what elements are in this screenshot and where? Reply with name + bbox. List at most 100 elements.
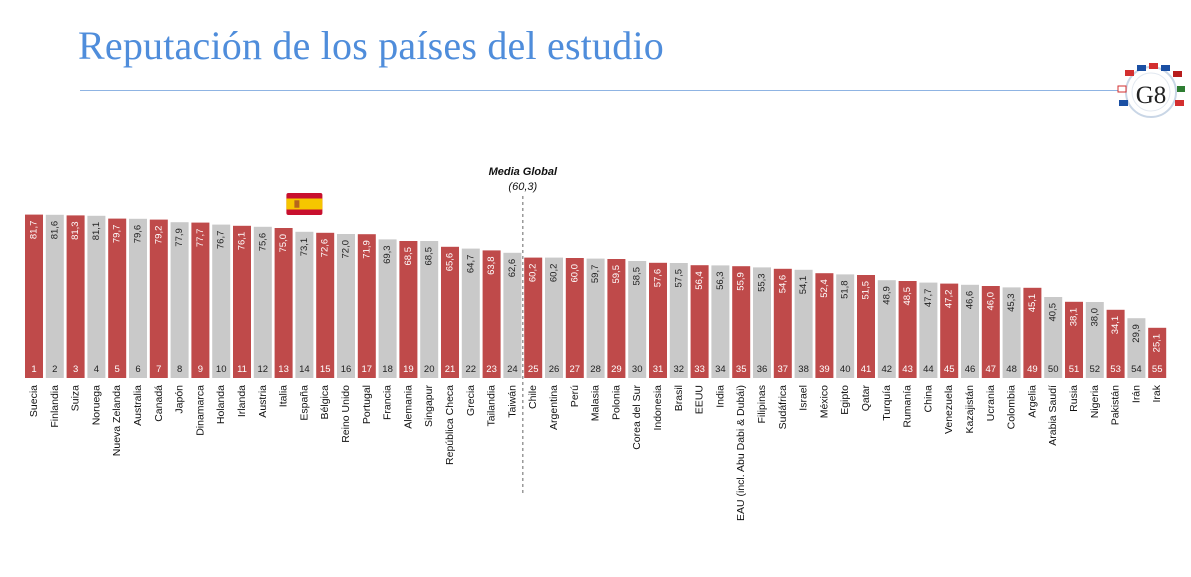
value-label-26: 60,2 [549, 264, 560, 283]
value-label-35: 55,9 [736, 272, 747, 291]
bar-8 [170, 222, 189, 378]
bar-48 [1002, 287, 1021, 378]
bar-47 [981, 286, 1000, 378]
category-label-12: Austria [257, 385, 269, 418]
bar-44 [919, 282, 938, 378]
rank-label-41: 41 [861, 364, 872, 375]
bar-54 [1127, 318, 1146, 378]
rank-label-29: 29 [611, 364, 622, 375]
bar-52 [1085, 302, 1104, 378]
bar-14 [295, 231, 314, 378]
bar-2 [45, 214, 64, 378]
rank-label-31: 31 [653, 364, 664, 375]
bar-43 [898, 281, 917, 378]
rank-label-27: 27 [570, 364, 581, 375]
category-label-55: Irak [1151, 384, 1163, 402]
category-label-36: Filipinas [756, 385, 768, 424]
value-label-32: 57,5 [673, 269, 684, 288]
category-label-22: Grecia [465, 385, 477, 416]
value-label-25: 60,2 [528, 264, 539, 283]
rank-label-46: 46 [965, 364, 976, 375]
category-label-35: EAU (incl. Abu Dabi & Dubái) [735, 385, 747, 521]
bar-17 [357, 234, 376, 378]
value-label-18: 69,3 [382, 245, 393, 264]
rank-label-28: 28 [590, 364, 601, 375]
category-label-38: Israel [798, 385, 810, 411]
category-label-37: Sudáfrica [777, 385, 789, 430]
value-label-52: 38,0 [1089, 308, 1100, 327]
value-label-45: 47,2 [944, 290, 955, 309]
category-label-46: Kazajistán [964, 385, 976, 434]
value-label-28: 59,7 [590, 265, 601, 284]
rank-label-30: 30 [632, 364, 643, 375]
rank-label-23: 23 [486, 364, 497, 375]
global-average-label: Media Global [489, 166, 558, 178]
rank-label-39: 39 [819, 364, 830, 375]
bar-37 [773, 268, 792, 378]
rank-label-53: 53 [1110, 364, 1121, 375]
spain-flag-group [286, 193, 323, 215]
rank-label-2: 2 [52, 364, 57, 375]
g8-logo-text: G8 [1136, 82, 1167, 109]
bar-31 [649, 262, 667, 378]
category-label-1: Suecia [28, 385, 40, 417]
rank-label-34: 34 [715, 364, 726, 375]
bar-22 [461, 248, 480, 378]
value-label-4: 81,1 [91, 222, 102, 241]
rank-label-43: 43 [902, 364, 913, 375]
bar-45 [940, 283, 959, 378]
value-label-19: 68,5 [403, 247, 414, 266]
category-label-8: Japón [174, 385, 186, 414]
rank-label-12: 12 [258, 364, 269, 375]
category-label-40: Egipto [839, 385, 851, 415]
bar-33 [690, 265, 709, 378]
value-label-11: 76,1 [237, 232, 248, 251]
category-label-34: India [714, 385, 726, 408]
rank-label-22: 22 [466, 364, 477, 375]
bar-30 [628, 261, 647, 378]
value-label-2: 81,6 [49, 221, 60, 240]
bar-16 [337, 234, 355, 378]
category-label-5: Nueva Zelanda [111, 385, 123, 456]
bar-4 [87, 215, 106, 378]
category-label-54: Irán [1130, 385, 1142, 403]
category-label-53: Pakistán [1110, 385, 1122, 425]
rank-label-49: 49 [1027, 364, 1038, 375]
bar-1 [25, 214, 43, 378]
bar-27 [565, 258, 584, 378]
bar-53 [1106, 309, 1125, 378]
value-label-10: 76,7 [216, 231, 227, 250]
value-label-29: 59,5 [611, 265, 622, 284]
rank-labels-group: 1 2 3 4 5 6 7 8 9 10 11 12 13 14 15 16 17 18 19 20 21 22 23 24 2… [31, 364, 1162, 375]
value-label-3: 81,3 [70, 221, 81, 240]
value-label-47: 46,0 [985, 292, 996, 311]
value-label-27: 60,0 [569, 264, 580, 283]
category-label-19: Alemania [402, 385, 414, 429]
rank-label-1: 1 [31, 364, 36, 375]
category-label-52: Nigeria [1089, 385, 1101, 418]
value-label-36: 55,3 [757, 273, 768, 292]
rank-label-18: 18 [382, 364, 393, 375]
value-label-7: 79,2 [153, 226, 164, 245]
category-label-18: Francia [382, 385, 394, 420]
bar-21 [441, 246, 459, 378]
bar-9 [191, 222, 210, 378]
value-label-16: 72,0 [341, 240, 352, 259]
rank-label-14: 14 [299, 364, 310, 375]
bar-40 [836, 274, 855, 378]
category-label-39: México [818, 385, 830, 418]
bar-6 [129, 218, 147, 378]
category-label-10: Holanda [215, 385, 227, 424]
category-label-6: Australia [132, 385, 144, 426]
category-label-23: Tailandia [486, 385, 498, 427]
category-label-2: Finlandia [49, 385, 61, 428]
category-label-45: Venezuela [943, 385, 955, 434]
rank-label-38: 38 [798, 364, 809, 375]
rank-label-9: 9 [198, 364, 203, 375]
rank-label-48: 48 [1006, 364, 1017, 375]
bar-23 [482, 250, 501, 378]
rank-label-26: 26 [549, 364, 560, 375]
reference-line-group: Media Global (60,3) [489, 166, 558, 495]
bar-3 [66, 215, 85, 378]
category-labels-group: Suecia Finlandia Suiza Noruega Nueva Zelanda… [28, 384, 1163, 521]
